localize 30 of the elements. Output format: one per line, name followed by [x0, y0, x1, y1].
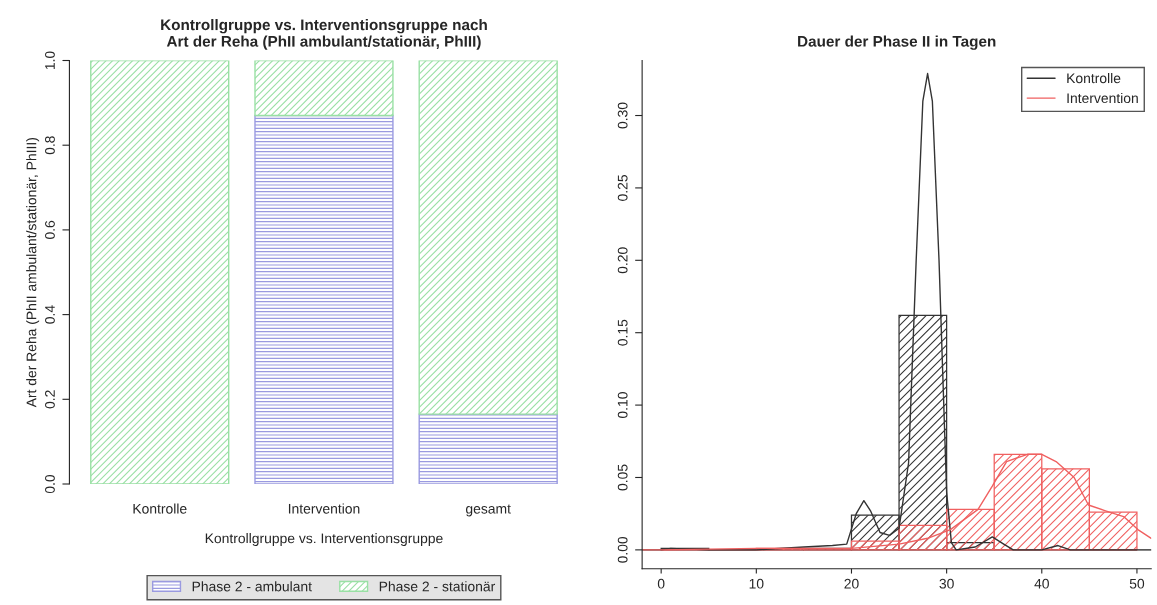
x-tick-label: 40	[1034, 578, 1049, 589]
y-tick-label: 0.4	[45, 305, 55, 324]
x-tick-label: 20	[844, 578, 859, 589]
y-tick-label: 0.00	[617, 536, 628, 563]
x-tick-label: Intervention	[288, 503, 360, 514]
x-tick-label: 50	[1129, 578, 1145, 589]
y-tick-label: 0.6	[45, 220, 55, 240]
x-tick-label: Kontrolle	[133, 503, 187, 514]
x-axis-title: Kontrollgruppe vs. Interventionsgruppe	[205, 533, 443, 547]
legend-label: Kontrolle	[1067, 73, 1121, 84]
y-tick-label: 0.25	[617, 174, 628, 201]
y-tick-label: 1.0	[45, 51, 55, 70]
y-tick-label: 0.15	[617, 319, 628, 346]
x-tick-label: gesamt	[465, 504, 511, 517]
chart-title: Dauer der Phase II in Tagen	[798, 35, 996, 50]
y-tick-label: 0.10	[617, 392, 628, 419]
x-tick-label: 0	[657, 578, 665, 589]
legend-label: Intervention	[1067, 92, 1138, 104]
x-tick-label: 10	[749, 578, 764, 589]
legend-label: Phase 2 - ambulant	[192, 581, 312, 592]
legend-label: Phase 2 - stationär	[379, 581, 496, 592]
y-axis-title: Art der Reha (PhII ambulant/stationär, PhIII)	[26, 138, 40, 408]
y-tick-label: 0.30	[617, 102, 628, 129]
y-tick-label: 0.05	[617, 464, 628, 491]
y-tick-label: 0.2	[45, 390, 55, 409]
x-tick-label: 30	[939, 578, 954, 589]
chart-title: Kontrollgruppe vs. Interventionsgruppe nach Art der Reha (PhII ambulant/stationär, PhIII)	[161, 19, 487, 50]
y-tick-label: 0.20	[617, 247, 628, 274]
y-tick-label: 0.0	[45, 474, 55, 494]
y-tick-label: 0.8	[45, 136, 55, 155]
